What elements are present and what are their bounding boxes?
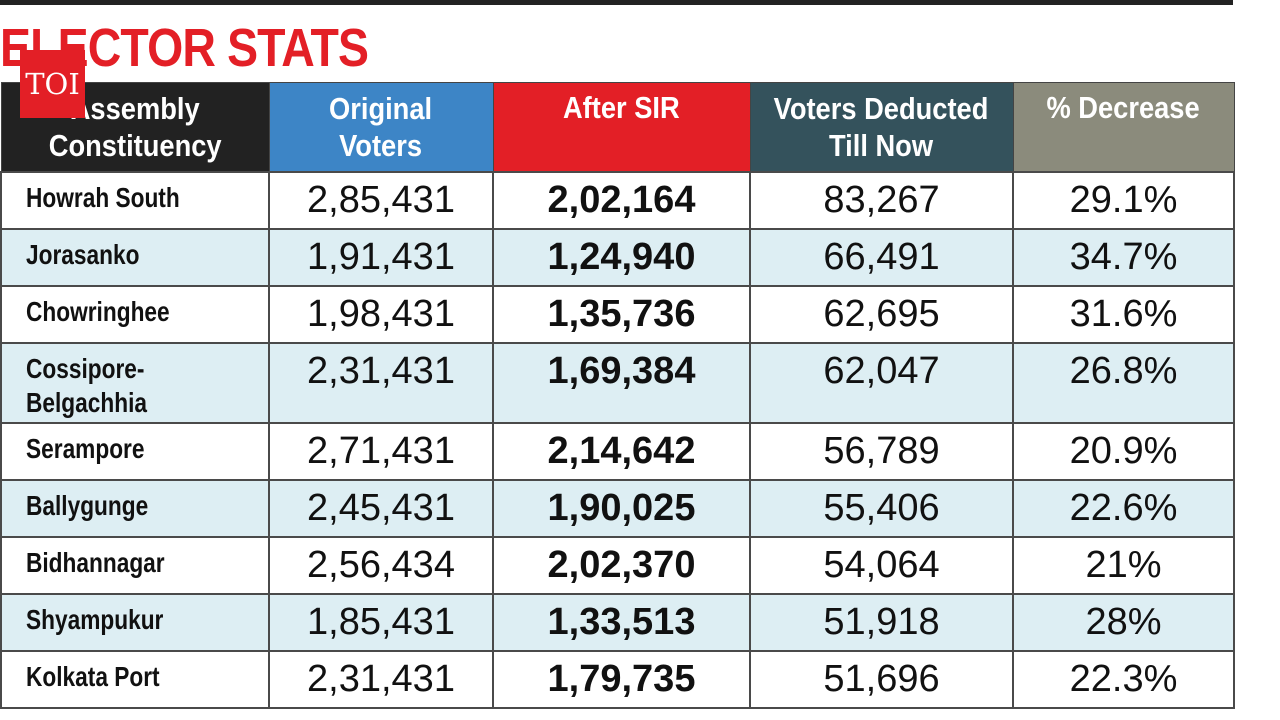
constituency-name: Jorasanko [0,227,270,287]
header-voters-deducted: Voters Deducted Till Now [749,82,1014,172]
voters-deducted-cell: 55,406 [749,478,1014,538]
after-sir-cell: 2,02,370 [492,535,751,595]
table-row: Bidhannagar 2,56,434 2,02,370 54,064 21% [0,535,1235,595]
table-row: Serampore 2,71,431 2,14,642 56,789 20.9% [0,421,1235,481]
original-voters-cell: 2,45,431 [268,478,494,538]
toi-logo: TOI [20,50,85,118]
after-sir-cell: 1,33,513 [492,592,751,652]
table-header-row: Assembly Constituency Original Voters Afte… [0,82,1235,172]
percent-decrease-cell: 28% [1012,592,1235,652]
after-sir-cell: 1,90,025 [492,478,751,538]
table-row: Chowringhee 1,98,431 1,35,736 62,695 31.6% [0,284,1235,344]
percent-decrease-cell: 21% [1012,535,1235,595]
table-row: Shyampukur 1,85,431 1,33,513 51,918 28% [0,592,1235,652]
voters-deducted-cell: 66,491 [749,227,1014,287]
constituency-name: Howrah South [0,170,270,230]
constituency-name: Bidhannagar [0,535,270,595]
percent-decrease-cell: 20.9% [1012,421,1235,481]
constituency-name: Serampore [0,421,270,481]
after-sir-cell: 1,35,736 [492,284,751,344]
voters-deducted-cell: 51,696 [749,649,1014,709]
original-voters-cell: 2,56,434 [268,535,494,595]
after-sir-cell: 2,14,642 [492,421,751,481]
after-sir-cell: 2,02,164 [492,170,751,230]
constituency-name: Shyampukur [0,592,270,652]
header-percent-decrease: % Decrease [1012,82,1235,172]
original-voters-cell: 1,98,431 [268,284,494,344]
after-sir-cell: 1,69,384 [492,341,751,424]
original-voters-cell: 1,85,431 [268,592,494,652]
voters-deducted-cell: 83,267 [749,170,1014,230]
original-voters-cell: 1,91,431 [268,227,494,287]
top-rule [0,0,1233,5]
original-voters-cell: 2,31,431 [268,341,494,424]
voters-deducted-cell: 51,918 [749,592,1014,652]
after-sir-cell: 1,79,735 [492,649,751,709]
constituency-name: Chowringhee [0,284,270,344]
table-row: Jorasanko 1,91,431 1,24,940 66,491 34.7% [0,227,1235,287]
percent-decrease-cell: 22.6% [1012,478,1235,538]
percent-decrease-cell: 26.8% [1012,341,1235,424]
voters-deducted-cell: 62,047 [749,341,1014,424]
voters-deducted-cell: 56,789 [749,421,1014,481]
constituency-name: Cossipore- Belgachhia [0,341,270,424]
table-row: Kolkata Port 2,31,431 1,79,735 51,696 22.3% [0,649,1235,709]
table-row: Ballygunge 2,45,431 1,90,025 55,406 22.6% [0,478,1235,538]
elector-stats-table: Assembly Constituency Original Voters Afte… [0,82,1235,709]
original-voters-cell: 2,31,431 [268,649,494,709]
table-row: Howrah South 2,85,431 2,02,164 83,267 29.1% [0,170,1235,230]
percent-decrease-cell: 34.7% [1012,227,1235,287]
original-voters-cell: 2,85,431 [268,170,494,230]
percent-decrease-cell: 31.6% [1012,284,1235,344]
voters-deducted-cell: 62,695 [749,284,1014,344]
constituency-name: Ballygunge [0,478,270,538]
table-row: Cossipore- Belgachhia 2,31,431 1,69,384 62,0… [0,341,1235,424]
voters-deducted-cell: 54,064 [749,535,1014,595]
header-assembly-constituency: Assembly Constituency [0,82,270,172]
percent-decrease-cell: 29.1% [1012,170,1235,230]
original-voters-cell: 2,71,431 [268,421,494,481]
header-original-voters: Original Voters [268,82,494,172]
percent-decrease-cell: 22.3% [1012,649,1235,709]
after-sir-cell: 1,24,940 [492,227,751,287]
constituency-name: Kolkata Port [0,649,270,709]
header-after-sir: After SIR [492,82,751,172]
